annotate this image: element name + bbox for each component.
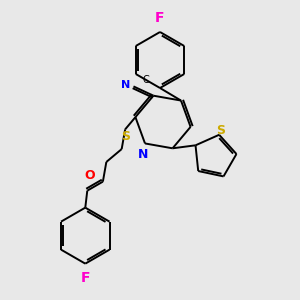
Text: N: N (121, 80, 130, 90)
Text: S: S (121, 130, 130, 143)
Text: N: N (138, 148, 148, 161)
Text: S: S (216, 124, 225, 137)
Text: F: F (80, 271, 90, 285)
Text: O: O (85, 169, 95, 182)
Text: F: F (155, 11, 165, 25)
Text: C: C (142, 75, 149, 85)
